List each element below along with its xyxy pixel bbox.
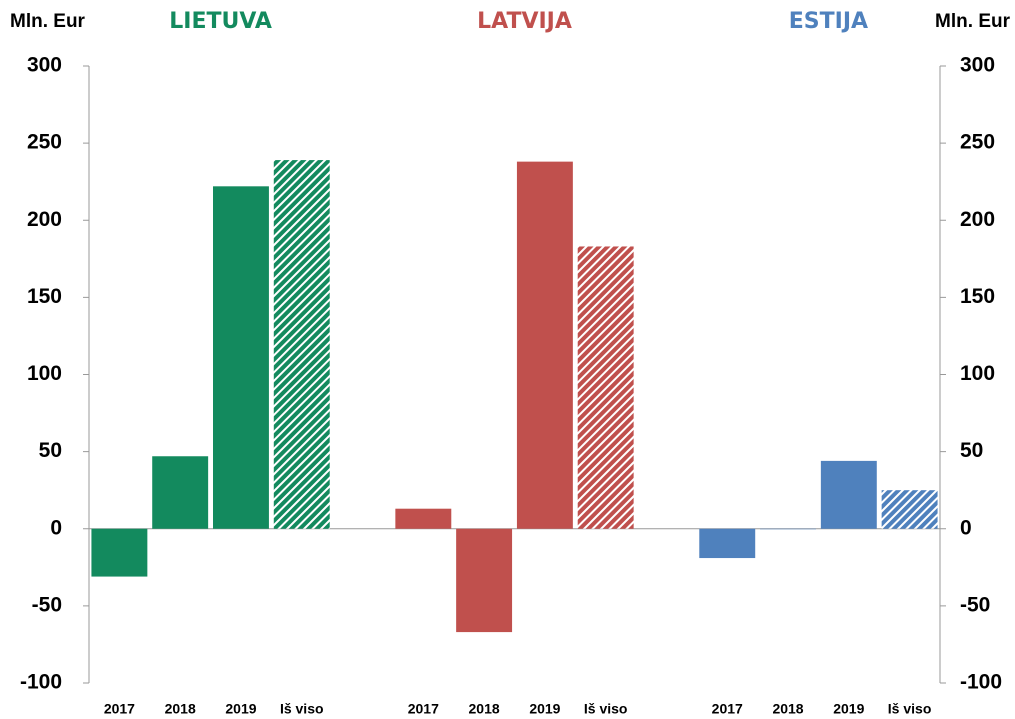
x-tick-label: Iš viso [584,701,628,717]
y2-tick-label: 300 [960,54,995,77]
bar [213,186,269,529]
y-tick-label: 300 [27,54,62,77]
bar [699,528,756,559]
x-tick-label: 2017 [408,701,439,717]
x-tick-label: Iš viso [280,701,324,717]
y-axis-label: Mln. Eur [10,11,86,32]
bar [820,460,877,529]
x-tick-label: 2018 [165,701,196,717]
bar [152,456,209,529]
y-tick-label: 250 [27,131,62,154]
y2-tick-label: 250 [960,131,995,154]
group-title: LATVIJA [477,9,572,34]
bar [456,528,513,633]
y2-tick-label: 200 [960,208,995,231]
x-tick-label: 2019 [529,701,560,717]
y2-tick-label: 50 [960,439,983,462]
bar [577,246,634,529]
bar [516,161,573,529]
y-tick-label: 100 [27,362,62,385]
x-tick-label: 2018 [772,701,803,717]
x-tick-label: 2018 [469,701,500,717]
y2-tick-label: 150 [960,285,995,308]
y2-tick-label: -100 [960,671,1002,694]
y2-axis-label: Mln. Eur [935,11,1011,32]
y-tick-label: 150 [27,285,62,308]
y-tick-label: -50 [32,593,62,616]
y2-tick-label: 0 [960,516,972,539]
x-tick-label: 2019 [833,701,864,717]
group-title: ESTIJA [789,9,868,34]
x-tick-label: 2019 [225,701,256,717]
y-tick-label: 50 [39,439,62,462]
x-tick-label: Iš viso [888,701,932,717]
y-tick-label: -100 [20,671,62,694]
y2-tick-label: -50 [960,593,990,616]
bar [273,160,330,529]
y-tick-label: 200 [27,208,62,231]
y-tick-label: 0 [50,516,62,539]
x-tick-label: 2017 [712,701,743,717]
group-title: LIETUVA [169,9,272,34]
x-tick-label: 2017 [104,701,135,717]
bar [395,508,452,529]
bar [760,528,816,530]
y2-tick-label: 100 [960,362,995,385]
bar [91,528,148,577]
bar [881,490,938,529]
